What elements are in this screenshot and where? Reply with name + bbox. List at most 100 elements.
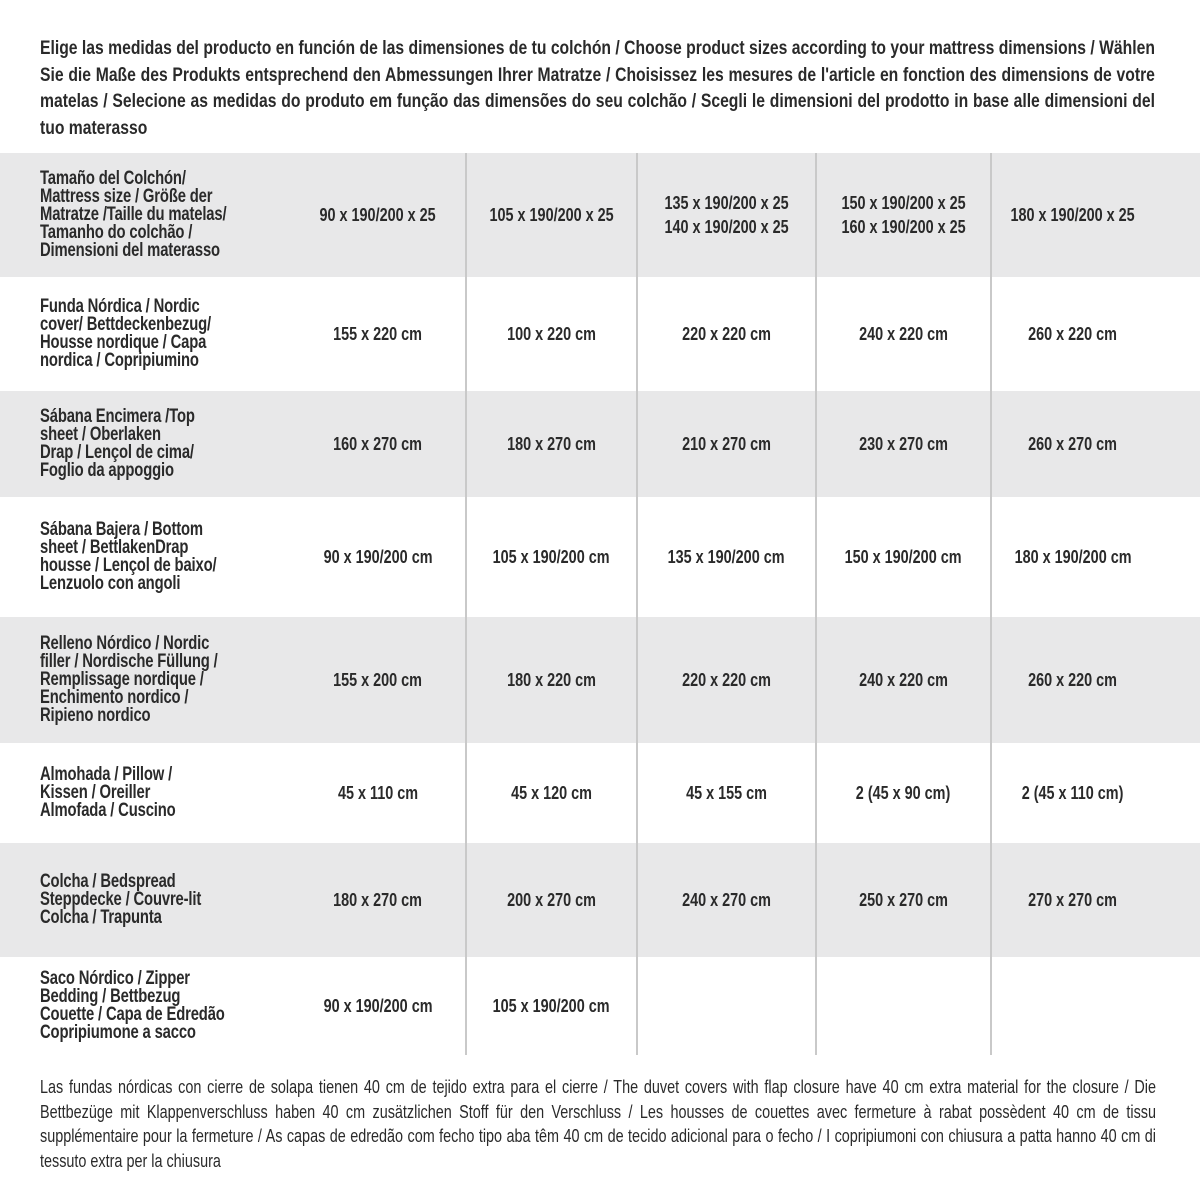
row-label: Saco Nórdico / Zipper Bedding / Bettbezu…: [40, 968, 225, 1043]
size-cell: 180 x 220 cm: [466, 617, 637, 743]
row-label-cell: Funda Nórdica / Nordic cover/ Bettdecken…: [40, 277, 300, 391]
size-value: 2 (45 x 90 cm): [856, 783, 951, 803]
column-divider: [636, 153, 638, 1055]
size-cell: 270 x 270 cm: [991, 843, 1155, 957]
size-value: 180 x 270 cm: [333, 890, 423, 910]
size-cell: 240 x 270 cm: [637, 843, 816, 957]
size-cell: 2 (45 x 90 cm): [816, 743, 991, 843]
size-value: 45 x 110 cm: [337, 783, 419, 803]
size-value: 135 x 190/200 x 25 140 x 190/200 x 25: [664, 193, 789, 237]
size-cell: 230 x 270 cm: [816, 391, 991, 497]
size-value: 240 x 270 cm: [682, 890, 771, 910]
mattress-size-cell: 90 x 190/200 x 25: [290, 153, 466, 277]
table-row: Saco Nórdico / Zipper Bedding / Bettbezu…: [0, 957, 1200, 1055]
size-cell: [637, 957, 816, 1055]
size-value: 105 x 190/200 cm: [493, 547, 610, 567]
size-cell: 2 (45 x 110 cm): [991, 743, 1155, 843]
size-value: 260 x 220 cm: [1028, 670, 1118, 690]
size-value: 160 x 270 cm: [333, 434, 423, 454]
size-value: 260 x 270 cm: [1028, 434, 1118, 454]
size-cell: 220 x 220 cm: [637, 617, 816, 743]
size-cell: 90 x 190/200 cm: [290, 957, 466, 1055]
size-value: 90 x 190/200 cm: [323, 996, 433, 1016]
size-cell: 45 x 155 cm: [637, 743, 816, 843]
size-chart-table: Tamaño del Colchón/ Mattress size / Größ…: [0, 153, 1200, 1055]
size-cell: 105 x 190/200 cm: [466, 497, 637, 617]
column-divider: [815, 153, 817, 1055]
size-value: 150 x 190/200 x 25 160 x 190/200 x 25: [841, 193, 966, 237]
row-label-cell: Saco Nórdico / Zipper Bedding / Bettbezu…: [40, 957, 300, 1055]
size-cell: 250 x 270 cm: [816, 843, 991, 957]
size-cell: 45 x 120 cm: [466, 743, 637, 843]
size-cell: 240 x 220 cm: [816, 277, 991, 391]
row-label-cell: Colcha / Bedspread Steppdecke / Couvre-l…: [40, 843, 300, 957]
table-row: Sábana Bajera / Bottom sheet / Bettlaken…: [0, 497, 1200, 617]
size-cell: 180 x 270 cm: [466, 391, 637, 497]
size-cell: 180 x 270 cm: [290, 843, 466, 957]
footer-note: Las fundas nórdicas con cierre de solapa…: [40, 1077, 1156, 1171]
size-value: 45 x 120 cm: [511, 783, 592, 803]
size-value: 180 x 190/200 x 25: [1010, 205, 1136, 225]
size-value: 90 x 190/200 x 25: [319, 205, 437, 225]
size-value: 2 (45 x 110 cm): [1022, 783, 1124, 803]
size-cell: 180 x 190/200 cm: [991, 497, 1155, 617]
row-label: Colcha / Bedspread Steppdecke / Couvre-l…: [40, 871, 202, 928]
size-value: 155 x 200 cm: [333, 670, 423, 690]
row-label-cell: Relleno Nórdico / Nordic filler / Nordis…: [40, 617, 300, 743]
size-cell: 135 x 190/200 cm: [637, 497, 816, 617]
table-row: Colcha / Bedspread Steppdecke / Couvre-l…: [0, 843, 1200, 957]
size-cell: 100 x 220 cm: [466, 277, 637, 391]
row-label: Sábana Bajera / Bottom sheet / Bettlaken…: [40, 519, 217, 594]
table-row: Almohada / Pillow / Kissen / Oreiller Al…: [0, 743, 1200, 843]
size-value: 105 x 190/200 x 25: [489, 205, 614, 225]
row-label-cell: Tamaño del Colchón/ Mattress size / Größ…: [40, 153, 300, 277]
size-value: 180 x 190/200 cm: [1014, 547, 1132, 567]
size-cell: 155 x 200 cm: [290, 617, 466, 743]
size-value: 230 x 270 cm: [859, 434, 948, 454]
intro-instructions: Elige las medidas del producto en funció…: [40, 37, 1155, 139]
size-cell: [816, 957, 991, 1055]
table-row: Relleno Nórdico / Nordic filler / Nordis…: [0, 617, 1200, 743]
mattress-size-cell: 135 x 190/200 x 25 140 x 190/200 x 25: [637, 153, 816, 277]
column-divider: [465, 153, 467, 1055]
size-cell: 260 x 220 cm: [991, 277, 1155, 391]
size-cell: 260 x 270 cm: [991, 391, 1155, 497]
size-value: 105 x 190/200 cm: [493, 996, 610, 1016]
size-value: 90 x 190/200 cm: [323, 547, 433, 567]
size-cell: 150 x 190/200 cm: [816, 497, 991, 617]
size-cell: 220 x 220 cm: [637, 277, 816, 391]
mattress-size-cell: 150 x 190/200 x 25 160 x 190/200 x 25: [816, 153, 991, 277]
size-cell: [991, 957, 1155, 1055]
size-value: 150 x 190/200 cm: [845, 547, 962, 567]
size-value: 155 x 220 cm: [333, 324, 423, 344]
size-cell: 155 x 220 cm: [290, 277, 466, 391]
size-value: 220 x 220 cm: [682, 670, 771, 690]
row-label-cell: Almohada / Pillow / Kissen / Oreiller Al…: [40, 743, 300, 843]
row-label: Almohada / Pillow / Kissen / Oreiller Al…: [40, 764, 176, 821]
mattress-size-cell: 180 x 190/200 x 25: [991, 153, 1155, 277]
row-label: Sábana Encimera /Top sheet / Oberlaken D…: [40, 406, 195, 481]
size-value: 260 x 220 cm: [1028, 324, 1118, 344]
size-value: 180 x 220 cm: [507, 670, 596, 690]
column-divider: [990, 153, 992, 1055]
mattress-size-cell: 105 x 190/200 x 25: [466, 153, 637, 277]
size-value: 240 x 220 cm: [859, 670, 948, 690]
size-value: 45 x 155 cm: [686, 783, 767, 803]
row-label: Relleno Nórdico / Nordic filler / Nordis…: [40, 633, 218, 726]
size-value: 135 x 190/200 cm: [668, 547, 785, 567]
row-label-cell: Sábana Encimera /Top sheet / Oberlaken D…: [40, 391, 300, 497]
size-value: 180 x 270 cm: [507, 434, 596, 454]
size-cell: 45 x 110 cm: [290, 743, 466, 843]
size-value: 210 x 270 cm: [682, 434, 771, 454]
size-cell: 210 x 270 cm: [637, 391, 816, 497]
size-value: 220 x 220 cm: [682, 324, 771, 344]
size-cell: 90 x 190/200 cm: [290, 497, 466, 617]
size-cell: 105 x 190/200 cm: [466, 957, 637, 1055]
size-value: 240 x 220 cm: [859, 324, 948, 344]
table-row: Sábana Encimera /Top sheet / Oberlaken D…: [0, 391, 1200, 497]
table-header-row: Tamaño del Colchón/ Mattress size / Größ…: [0, 153, 1200, 277]
row-label: Funda Nórdica / Nordic cover/ Bettdecken…: [40, 296, 212, 371]
size-cell: 240 x 220 cm: [816, 617, 991, 743]
table-row: Funda Nórdica / Nordic cover/ Bettdecken…: [0, 277, 1200, 391]
size-value: 100 x 220 cm: [507, 324, 596, 344]
